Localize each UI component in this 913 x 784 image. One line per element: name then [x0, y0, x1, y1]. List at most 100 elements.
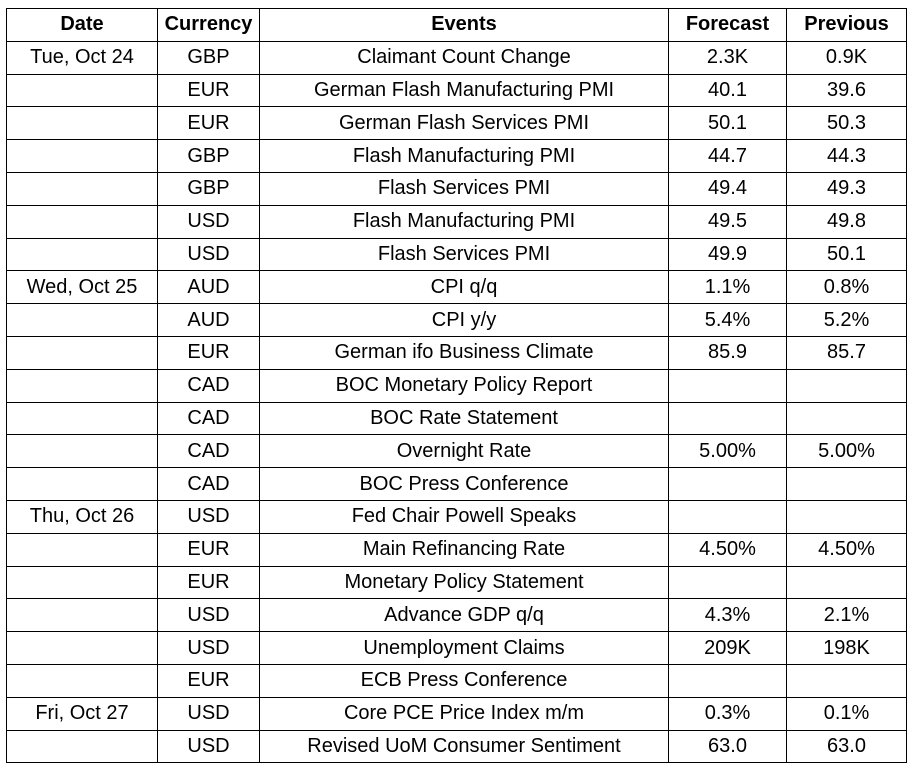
cell-previous: 5.2%: [786, 303, 907, 337]
cell-date: [6, 139, 158, 173]
cell-currency: AUD: [157, 303, 260, 337]
header-events: Events: [259, 8, 669, 42]
cell-previous: 5.00%: [786, 434, 907, 469]
header-previous: Previous: [786, 8, 907, 42]
cell-event: German ifo Business Climate: [259, 335, 669, 370]
cell-date: [6, 401, 158, 436]
cell-forecast: [668, 663, 787, 698]
cell-previous: 198K: [786, 631, 907, 665]
cell-event: Overnight Rate: [259, 434, 669, 469]
table-row: Fri, Oct 27 USD Core PCE Price Index m/m 0.…: [6, 696, 907, 731]
cell-event: Monetary Policy Statement: [259, 565, 669, 600]
cell-date: Thu, Oct 26: [6, 499, 158, 534]
table-row: USD Unemployment Claims 209K 198K: [6, 631, 907, 665]
table-row: Tue, Oct 24 GBP Claimant Count Change 2.3K 0…: [6, 40, 907, 75]
cell-previous: 49.8: [786, 204, 907, 239]
cell-forecast: 2.3K: [668, 40, 787, 75]
cell-currency: USD: [157, 237, 260, 272]
table-row: GBP Flash Services PMI 49.4 49.3: [6, 171, 907, 206]
table-row: CAD BOC Monetary Policy Report: [6, 368, 907, 403]
cell-previous: 0.1%: [786, 696, 907, 731]
table-row: CAD BOC Rate Statement: [6, 401, 907, 436]
cell-currency: GBP: [157, 40, 260, 75]
cell-currency: EUR: [157, 663, 260, 698]
table-row: USD Advance GDP q/q 4.3% 2.1%: [6, 598, 907, 633]
cell-currency: USD: [157, 631, 260, 665]
cell-currency: EUR: [157, 73, 260, 108]
cell-forecast: 49.9: [668, 237, 787, 272]
header-date: Date: [6, 8, 158, 42]
calendar-table-wrapper: Date Currency Events Forecast Previous T…: [6, 8, 907, 764]
cell-date: [6, 106, 158, 141]
cell-forecast: 5.00%: [668, 434, 787, 469]
cell-date: Tue, Oct 24: [6, 40, 158, 75]
cell-date: [6, 565, 158, 600]
cell-event: BOC Press Conference: [259, 467, 669, 501]
cell-event: Flash Services PMI: [259, 237, 669, 272]
cell-previous: 44.3: [786, 139, 907, 173]
table-row: GBP Flash Manufacturing PMI 44.7 44.3: [6, 139, 907, 173]
table-row: EUR Main Refinancing Rate 4.50% 4.50%: [6, 532, 907, 567]
cell-previous: 4.50%: [786, 532, 907, 567]
cell-currency: CAD: [157, 401, 260, 436]
table-row: CAD BOC Press Conference: [6, 467, 907, 501]
cell-previous: [786, 467, 907, 501]
cell-date: [6, 467, 158, 501]
table-row: EUR Monetary Policy Statement: [6, 565, 907, 600]
table-row: EUR German ifo Business Climate 85.9 85.7: [6, 335, 907, 370]
cell-currency: EUR: [157, 106, 260, 141]
cell-forecast: [668, 401, 787, 436]
cell-forecast: [668, 368, 787, 403]
cell-currency: EUR: [157, 565, 260, 600]
cell-event: CPI q/q: [259, 270, 669, 305]
cell-previous: [786, 565, 907, 600]
cell-date: Fri, Oct 27: [6, 696, 158, 731]
cell-previous: 39.6: [786, 73, 907, 108]
cell-forecast: 49.5: [668, 204, 787, 239]
cell-date: [6, 434, 158, 469]
cell-date: [6, 335, 158, 370]
cell-event: Unemployment Claims: [259, 631, 669, 665]
cell-currency: USD: [157, 499, 260, 534]
cell-event: Flash Manufacturing PMI: [259, 139, 669, 173]
cell-forecast: 44.7: [668, 139, 787, 173]
table-row: AUD CPI y/y 5.4% 5.2%: [6, 303, 907, 337]
cell-previous: 2.1%: [786, 598, 907, 633]
cell-forecast: 4.50%: [668, 532, 787, 567]
cell-forecast: 1.1%: [668, 270, 787, 305]
cell-currency: USD: [157, 729, 260, 764]
cell-previous: 49.3: [786, 171, 907, 206]
cell-previous: [786, 663, 907, 698]
cell-event: Main Refinancing Rate: [259, 532, 669, 567]
cell-event: Flash Services PMI: [259, 171, 669, 206]
cell-currency: USD: [157, 696, 260, 731]
table-row: USD Revised UoM Consumer Sentiment 63.0 63.…: [6, 729, 907, 764]
cell-forecast: 5.4%: [668, 303, 787, 337]
cell-currency: EUR: [157, 335, 260, 370]
cell-previous: 63.0: [786, 729, 907, 764]
cell-currency: CAD: [157, 467, 260, 501]
cell-event: Revised UoM Consumer Sentiment: [259, 729, 669, 764]
table-header: Date Currency Events Forecast Previous: [6, 8, 907, 42]
cell-event: Flash Manufacturing PMI: [259, 204, 669, 239]
cell-forecast: [668, 499, 787, 534]
table-body: Tue, Oct 24 GBP Claimant Count Change 2.3K 0…: [6, 40, 907, 764]
cell-currency: AUD: [157, 270, 260, 305]
cell-event: Claimant Count Change: [259, 40, 669, 75]
table-row: EUR ECB Press Conference: [6, 663, 907, 698]
cell-previous: [786, 499, 907, 534]
cell-event: ECB Press Conference: [259, 663, 669, 698]
table-row: EUR German Flash Manufacturing PMI 40.1 39.…: [6, 73, 907, 108]
table-row: Wed, Oct 25 AUD CPI q/q 1.1% 0.8%: [6, 270, 907, 305]
cell-event: CPI y/y: [259, 303, 669, 337]
cell-date: [6, 532, 158, 567]
cell-currency: USD: [157, 598, 260, 633]
cell-currency: CAD: [157, 434, 260, 469]
cell-currency: GBP: [157, 171, 260, 206]
cell-event: German Flash Services PMI: [259, 106, 669, 141]
cell-forecast: [668, 467, 787, 501]
cell-event: Core PCE Price Index m/m: [259, 696, 669, 731]
cell-date: [6, 631, 158, 665]
cell-forecast: [668, 565, 787, 600]
cell-date: [6, 237, 158, 272]
